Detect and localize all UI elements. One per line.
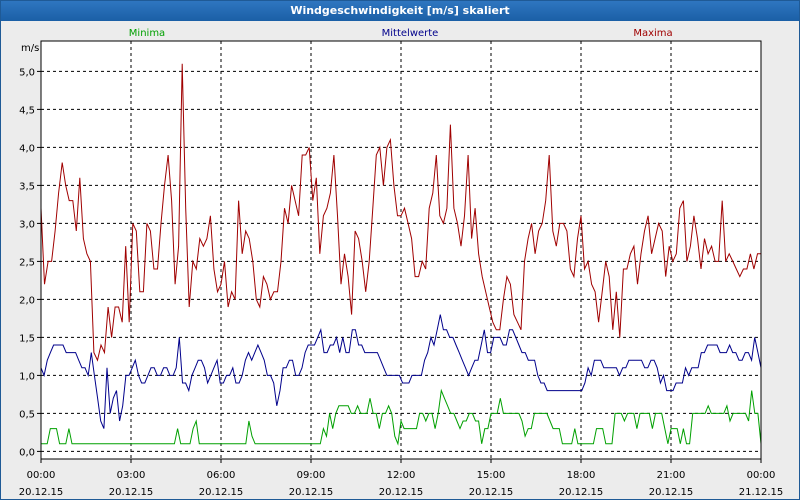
series-lines	[40, 63, 762, 446]
y-tick-label: 1,0	[19, 371, 35, 382]
x-tick-time: 06:00	[207, 470, 236, 481]
x-tick-time: 00:00	[747, 470, 776, 481]
x-tick-date: 20.12.15	[469, 487, 514, 498]
x-tick-date: 20.12.15	[289, 487, 334, 498]
x-tick-time: 09:00	[297, 470, 326, 481]
y-tick-label: 2,5	[19, 257, 35, 268]
legend-maxima: Maxima	[633, 28, 672, 39]
x-tick-time: 03:00	[117, 470, 146, 481]
y-tick-label: 3,0	[19, 219, 35, 230]
series-line-minima	[41, 388, 762, 446]
series-line-maxima	[40, 63, 761, 362]
y-tick-label: 1,5	[19, 333, 35, 344]
y-axis-label: m/s	[21, 43, 39, 54]
y-tick-label: 5,0	[19, 67, 35, 78]
legend-mittelwerte: Mittelwerte	[382, 28, 439, 39]
series-line-mittelwerte	[40, 314, 762, 429]
legend: Minima Mittelwerte Maxima	[129, 28, 673, 39]
y-tick-label: 0,0	[19, 447, 35, 458]
x-tick-date: 20.12.15	[19, 487, 64, 498]
x-tick-time: 15:00	[477, 470, 506, 481]
y-axis-ticks: 0,0 0,5 1,0 1,5 2,0 2,5 3,0 3,5 4,0 4,5 5,0	[19, 67, 41, 458]
y-tick-label: 2,0	[19, 295, 35, 306]
x-tick-time: 18:00	[567, 470, 596, 481]
y-tick-label: 4,5	[19, 105, 35, 116]
y-tick-label: 4,0	[19, 143, 35, 154]
legend-minima: Minima	[129, 28, 165, 39]
x-tick-time: 21:00	[657, 470, 686, 481]
x-tick-time: 12:00	[387, 470, 416, 481]
y-tick-label: 0,5	[19, 409, 35, 420]
window-title: Windgeschwindigkeit [m/s] skaliert	[1, 1, 799, 21]
x-tick-time: 00:00	[27, 470, 56, 481]
x-tick-date: 20.12.15	[649, 487, 694, 498]
y-tick-label: 3,5	[19, 181, 35, 192]
x-tick-date: 20.12.15	[559, 487, 604, 498]
x-axis-ticks: 00:00 20.12.15 03:00 20.12.15 06:00 20.12.15 0…	[19, 459, 784, 498]
x-tick-date: 21.12.15	[739, 487, 784, 498]
x-tick-date: 20.12.15	[109, 487, 154, 498]
x-tick-date: 20.12.15	[199, 487, 244, 498]
x-tick-date: 20.12.15	[379, 487, 424, 498]
